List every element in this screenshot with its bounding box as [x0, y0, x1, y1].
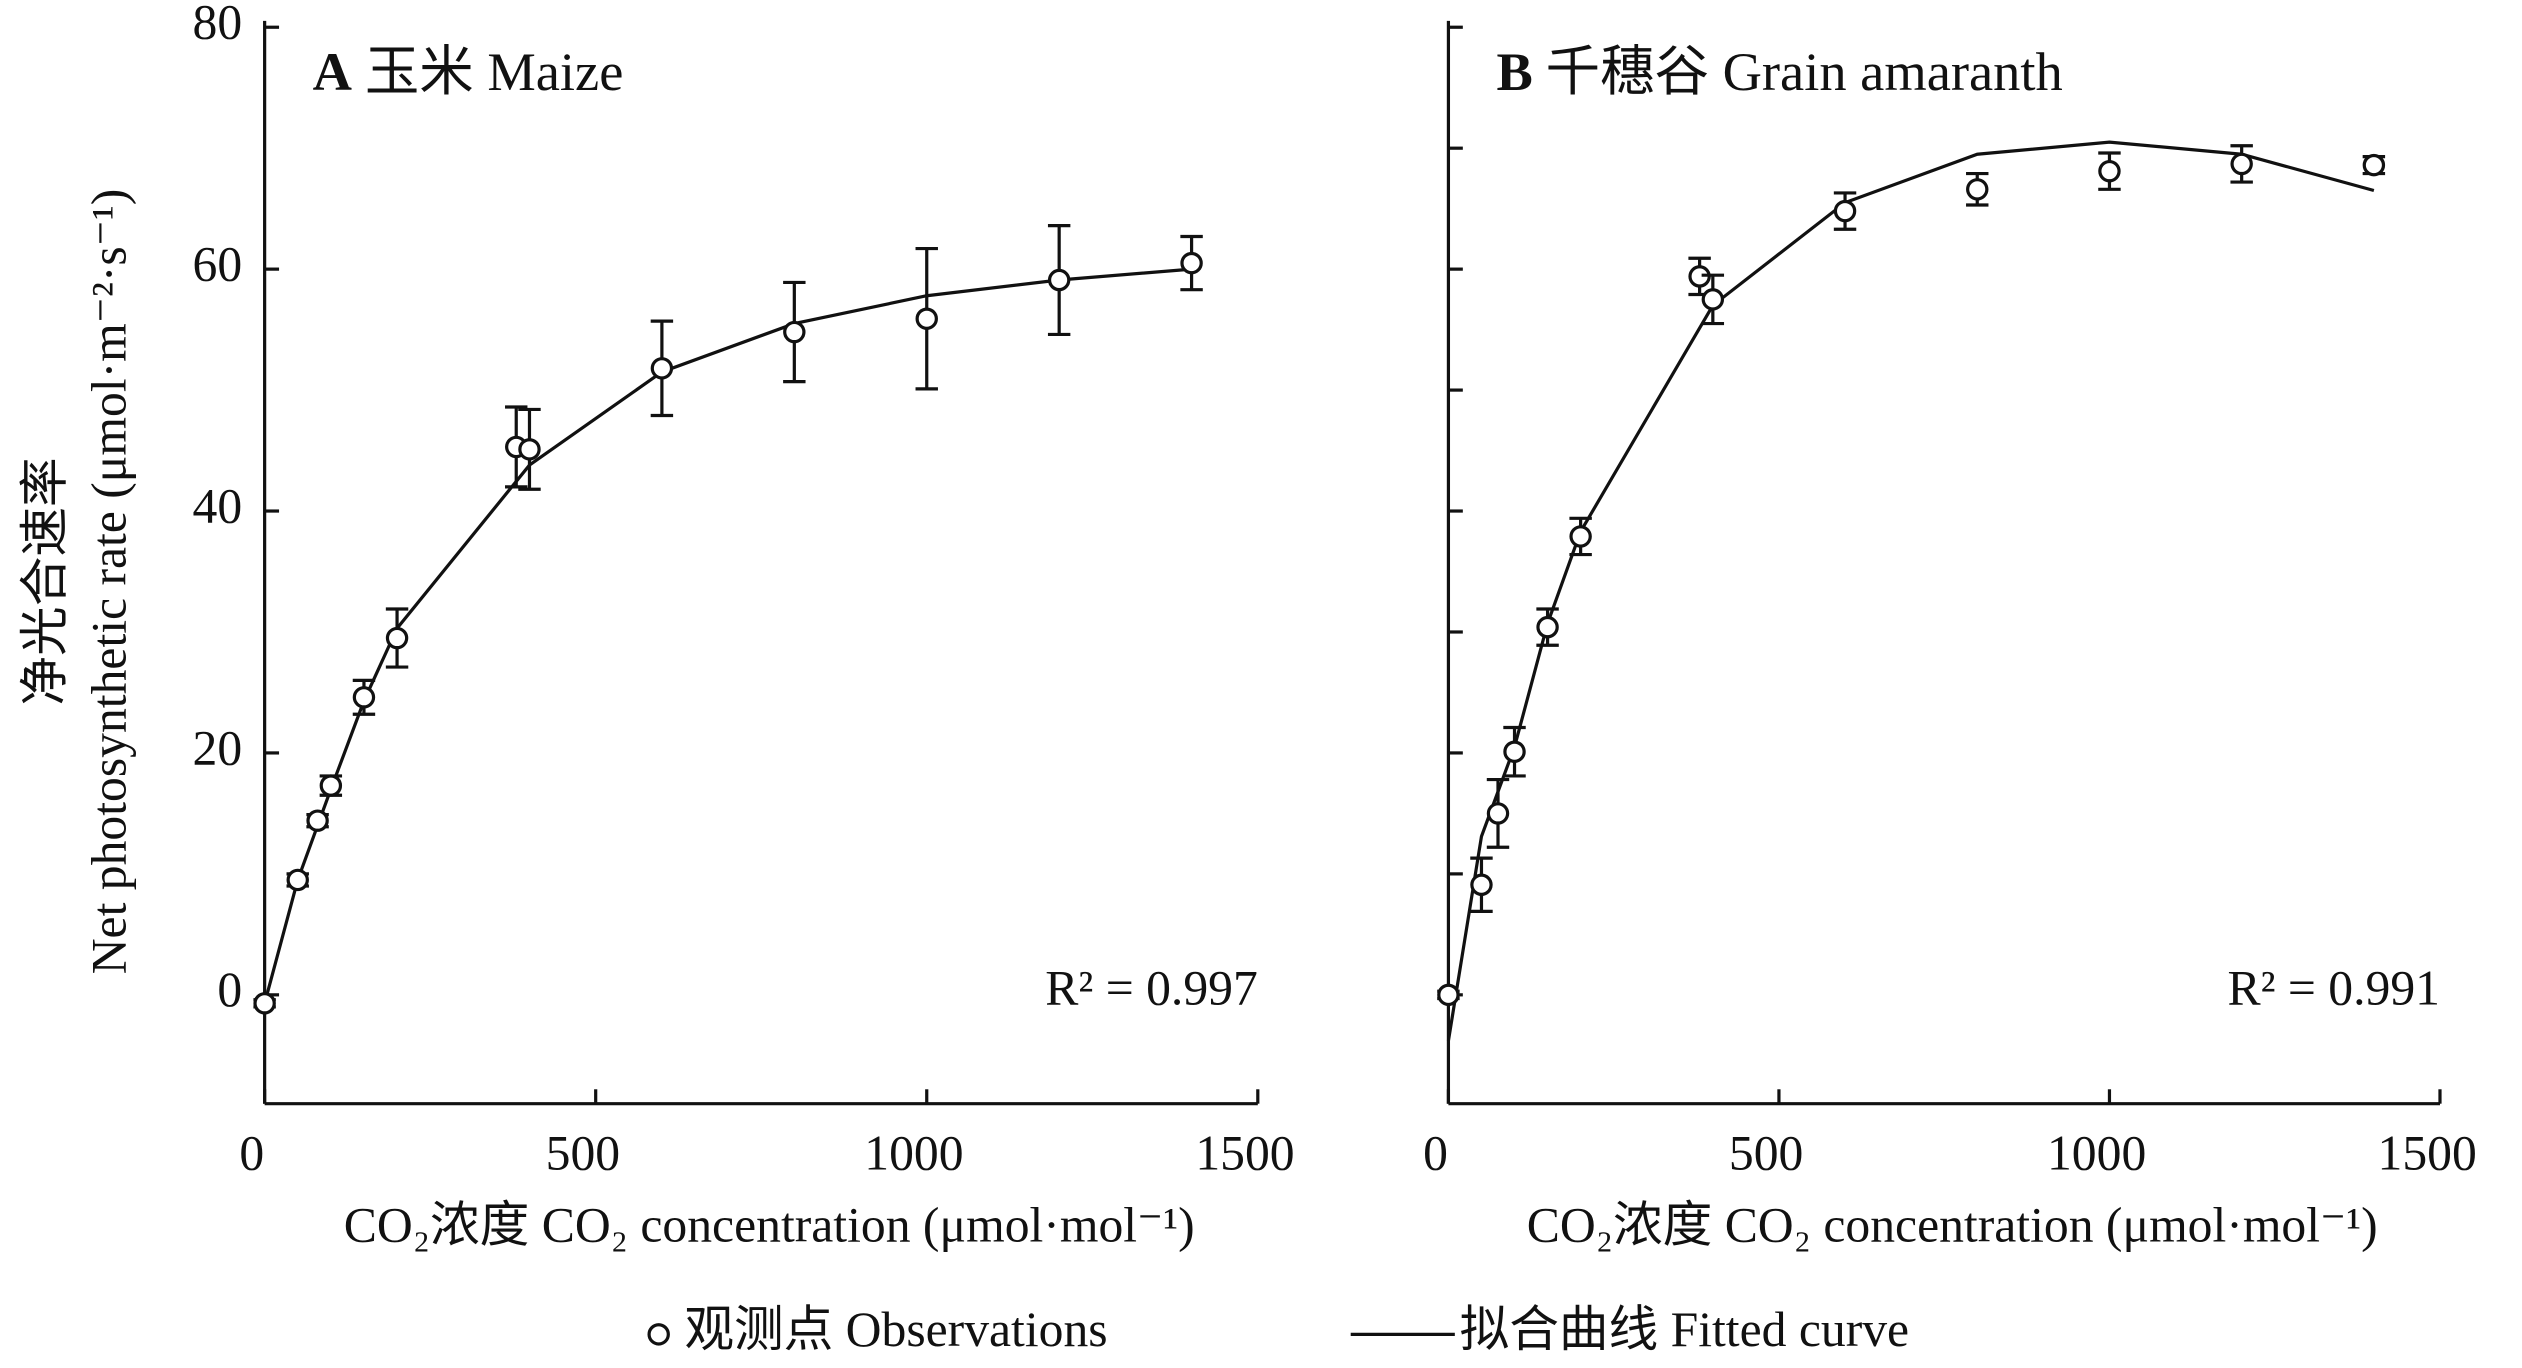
x-tick-label: 1500: [1195, 1126, 1294, 1181]
legend-label: 观测点 Observations: [684, 1302, 1107, 1357]
observation: [1833, 199, 1857, 223]
x-tick-label: 1000: [2047, 1126, 2146, 1181]
y-tick-label: 40: [193, 478, 243, 533]
observation: [1047, 268, 1071, 292]
observation: [1536, 615, 1559, 639]
x-tick-label: 0: [239, 1126, 264, 1181]
legend-marker: [647, 1323, 670, 1346]
legend: 观测点 Observations 拟合曲线 Fitted curve: [647, 1302, 1909, 1357]
observation: [915, 307, 938, 330]
observation: [352, 686, 376, 709]
panel-letter: B: [1496, 40, 1532, 101]
observation: [1486, 802, 1510, 825]
observation: [2098, 159, 2121, 183]
observation: [253, 992, 276, 1015]
y-tick-label: 20: [193, 720, 243, 775]
x-axis-label: CO₂浓度 CO₂ concentration (μmol·mol⁻¹): [344, 1198, 1195, 1253]
observation: [306, 809, 329, 832]
observation: [2230, 152, 2253, 176]
x-axis-label: CO₂浓度 CO₂ concentration (μmol·mol⁻¹): [1527, 1198, 2378, 1253]
panel-letter: A: [313, 40, 352, 101]
y-tick-label: 80: [193, 0, 243, 50]
panel: 0 500 1000 1500 0 20 40 60 80 A 玉米 Maize R² = 0.997…: [17, 0, 1294, 1253]
observation: [286, 868, 309, 892]
x-tick-label: 500: [546, 1126, 620, 1181]
x-tick-label: 1000: [864, 1126, 963, 1181]
observation: [2362, 153, 2386, 177]
observation: [1503, 740, 1526, 763]
y-tick-label: 60: [193, 237, 243, 292]
observation: [650, 357, 674, 380]
y-tick-label: 0: [217, 962, 242, 1017]
annotation: R² = 0.991: [2227, 961, 2440, 1016]
x-tick-label: 500: [1729, 1126, 1803, 1181]
panel-title: B 千穗谷 Grain amaranth: [1496, 40, 2062, 101]
fitted-curve: [1446, 140, 2375, 1042]
panel-name: 千穗谷 Grain amaranth: [1546, 40, 2063, 101]
observation: [385, 626, 409, 650]
x-tick-label: 0: [1423, 1126, 1448, 1181]
x-tick-label: 1500: [2378, 1126, 2477, 1181]
panel-title: A 玉米 Maize: [313, 40, 624, 101]
observation: [783, 320, 806, 344]
y-axis-label: Net photosynthetic rate (μmol·m⁻²·s⁻¹): [81, 189, 136, 975]
observation: [1569, 525, 1592, 548]
annotation: R² = 0.997: [1045, 961, 1258, 1016]
panel: 0 500 1000 1500 B 千穗谷 Grain amaranth R² = 0.99…: [1423, 20, 2477, 1253]
observation: [319, 774, 343, 797]
observation: [1180, 251, 1203, 275]
y-axis-label: 净光合速率: [17, 457, 72, 705]
panel-name: 玉米 Maize: [365, 40, 624, 101]
legend-label: 拟合曲线 Fitted curve: [1460, 1302, 1909, 1357]
observation: [1966, 178, 1989, 201]
observation: [1437, 983, 1460, 1007]
observation: [1701, 288, 1725, 311]
observation: [1470, 873, 1493, 896]
observation: [518, 438, 541, 461]
